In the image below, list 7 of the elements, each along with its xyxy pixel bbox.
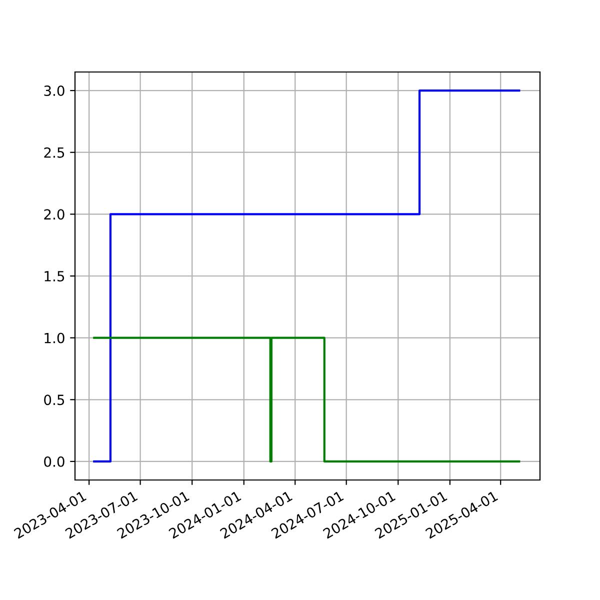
y-tick-label: 2.0	[44, 209, 64, 220]
y-tick-label: 1.0	[44, 332, 64, 344]
y-tick-label: 3.0	[44, 86, 64, 96]
y-tick-label: 2.5	[44, 147, 64, 158]
y-tick-label: 0.5	[44, 394, 64, 406]
y-tick-label: 1.5	[44, 271, 64, 282]
y-tick-label: 0.0	[44, 456, 64, 467]
